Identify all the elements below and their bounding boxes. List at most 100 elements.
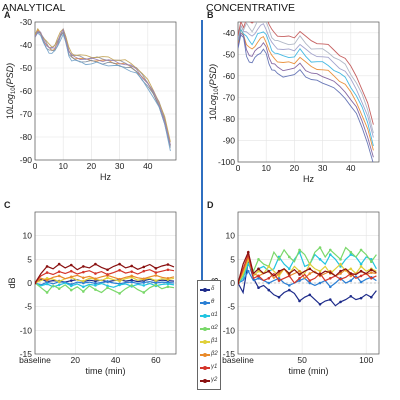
- series-line: [238, 261, 377, 307]
- series-marker: [370, 268, 373, 272]
- series-marker: [328, 298, 332, 301]
- y-axis-label: 10Log10(PSD): [208, 64, 220, 120]
- series-marker: [130, 278, 133, 282]
- series-marker: [154, 274, 158, 277]
- series-line: [238, 250, 377, 284]
- series-marker: [69, 279, 73, 282]
- y-tick-label: 0: [27, 278, 32, 288]
- legend-label: γ1: [211, 364, 218, 370]
- series-marker: [45, 291, 49, 294]
- series-marker: [166, 263, 170, 266]
- plot-area: [238, 246, 379, 307]
- series-marker: [94, 279, 97, 283]
- y-tick-label: -90: [223, 135, 236, 145]
- series-marker: [318, 258, 322, 261]
- y-tick-label: -40: [223, 28, 236, 38]
- legend-label: θ: [211, 299, 215, 305]
- x-axis-label: Hz: [303, 174, 314, 184]
- legend-item: β2: [200, 349, 220, 360]
- series-marker: [142, 269, 146, 273]
- series-marker: [328, 271, 332, 274]
- x-tick-label: 100: [359, 355, 373, 365]
- series-marker: [339, 269, 342, 273]
- panel-b: 0 10 20 30 40 -40 -50 -60 -70 -80 -90 -100 Hz 10Log10…: [207, 10, 380, 184]
- series-marker: [142, 281, 146, 284]
- legend-item: α2: [200, 323, 220, 334]
- series-marker: [94, 282, 97, 285]
- y-tick-label: 0: [230, 278, 235, 288]
- series-marker: [94, 277, 97, 281]
- series-marker: [166, 276, 170, 280]
- series-marker: [318, 303, 322, 306]
- legend-label: β1: [211, 338, 218, 344]
- x-tick-label: 20: [87, 161, 97, 171]
- series-marker: [267, 269, 271, 273]
- series-marker: [359, 274, 363, 278]
- series-marker: [69, 288, 73, 292]
- series-marker: [57, 270, 61, 273]
- series-line: [238, 269, 377, 288]
- series-marker: [349, 279, 353, 282]
- legend-item: θ: [200, 297, 220, 308]
- series-marker: [277, 274, 281, 278]
- panel-label: D: [207, 200, 214, 210]
- spectrum-line: [238, 27, 374, 151]
- series-marker: [57, 274, 61, 278]
- legend-swatch-dot: [203, 365, 207, 370]
- x-tick-label: 20: [71, 355, 81, 365]
- series-marker: [339, 300, 342, 304]
- y-tick-label: -15: [20, 349, 33, 359]
- series-marker: [166, 285, 170, 289]
- series-marker: [166, 268, 170, 272]
- series-marker: [94, 262, 97, 266]
- series-marker: [45, 278, 49, 282]
- series-marker: [246, 250, 250, 254]
- series-marker: [130, 270, 133, 273]
- x-tick-label: 20: [290, 163, 300, 173]
- series-marker: [257, 269, 260, 273]
- series-marker: [318, 269, 322, 273]
- series-marker: [82, 290, 85, 293]
- y-tick-label: -100: [218, 157, 235, 167]
- legend-swatch-dot: [203, 339, 207, 344]
- y-tick-label: -10: [223, 325, 236, 335]
- column-divider: [201, 20, 203, 390]
- x-tick-label: baseline: [19, 355, 51, 365]
- y-tick-label: -50: [20, 63, 33, 73]
- series-marker: [94, 284, 97, 287]
- legend-swatch-dot: [203, 287, 207, 292]
- y-tick-label: -5: [24, 302, 32, 312]
- series-marker: [308, 272, 312, 275]
- series-marker: [57, 262, 61, 266]
- series-marker: [370, 271, 373, 274]
- series-marker: [267, 288, 271, 292]
- axes-box: [237, 21, 380, 163]
- series-marker: [118, 277, 121, 281]
- y-axis-label: dB: [7, 277, 17, 288]
- series-marker: [267, 276, 271, 280]
- legend-item: γ2: [200, 375, 220, 386]
- series-marker: [308, 279, 312, 282]
- legend-label: α1: [211, 312, 218, 318]
- series-marker: [308, 293, 312, 297]
- plot-area: [35, 262, 176, 295]
- series-marker: [349, 294, 353, 298]
- series-line: [238, 255, 377, 284]
- panel-label: A: [4, 10, 11, 20]
- y-tick-label: -70: [223, 92, 236, 102]
- plot-area: [238, 22, 374, 162]
- x-tick-label: 0: [236, 163, 241, 173]
- series-marker: [45, 280, 49, 284]
- series-marker: [118, 262, 121, 266]
- series-marker: [118, 268, 121, 272]
- legend-swatch-dot: [203, 378, 207, 383]
- y-tick-label: -10: [20, 325, 33, 335]
- series-marker: [277, 272, 281, 275]
- series-line: [238, 252, 377, 284]
- series-marker: [287, 255, 291, 259]
- y-tick-label: -80: [223, 114, 236, 124]
- x-tick-label: 10: [58, 161, 68, 171]
- series-marker: [94, 288, 97, 291]
- y-tick-label: 10: [226, 231, 236, 241]
- series-marker: [69, 275, 73, 279]
